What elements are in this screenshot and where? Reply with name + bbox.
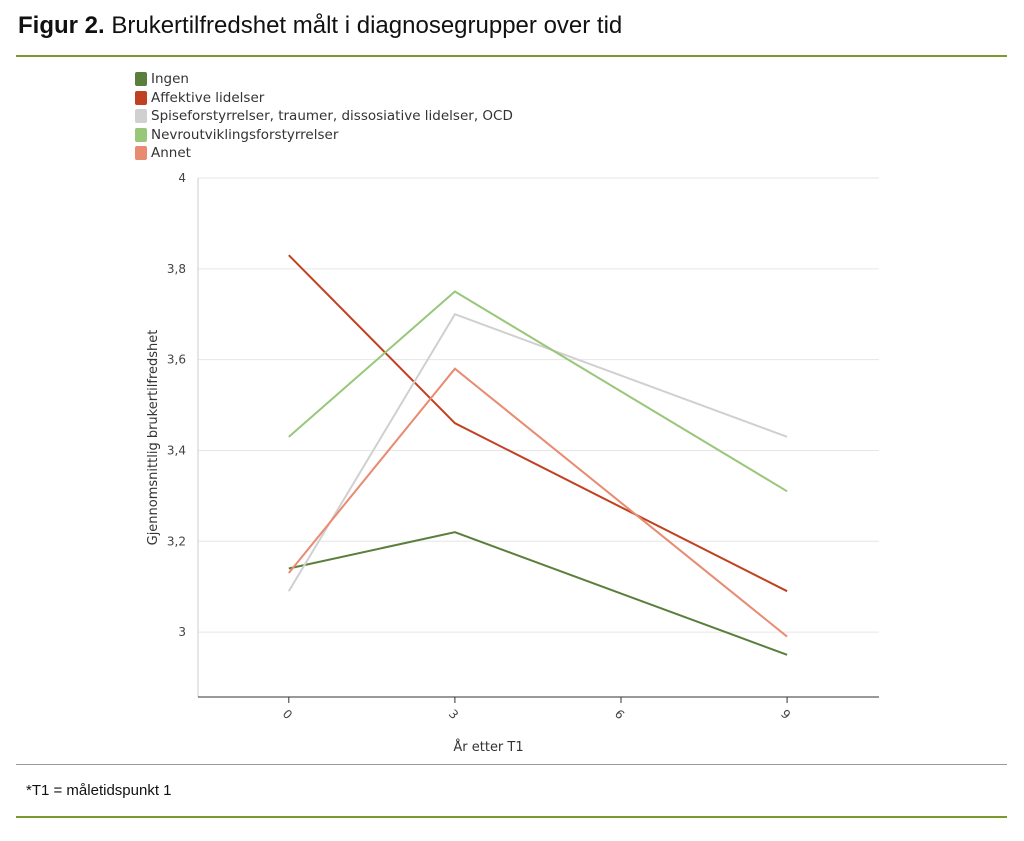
legend-swatch xyxy=(135,127,147,142)
figure-number: Figur 2. xyxy=(18,12,105,39)
x-tick-label: 0 xyxy=(280,707,295,722)
legend-item[interactable]: Nevroutviklingsforstyrrelser xyxy=(135,126,513,145)
y-tick-label: 3,4 xyxy=(167,443,186,457)
top-rule xyxy=(16,55,1007,57)
x-tick-label: 3 xyxy=(446,707,461,722)
y-axis-label: Gjennomsnittlig brukertilfredshet xyxy=(146,330,161,546)
series-line xyxy=(288,254,788,593)
legend-swatch xyxy=(135,109,147,124)
legend-label: Ingen xyxy=(151,71,189,87)
x-tick-label: 9 xyxy=(778,707,793,722)
legend-item[interactable]: Ingen xyxy=(135,70,513,89)
series-line xyxy=(287,312,788,592)
legend-swatch xyxy=(135,90,147,105)
legend-label: Annet xyxy=(151,145,191,161)
figure-title-text: Brukertilfredshet målt i diagnosegrupper… xyxy=(104,12,623,39)
legend-item[interactable]: Affektive lidelser xyxy=(135,89,513,108)
y-tick-label: 3,6 xyxy=(167,353,186,367)
legend-label: Nevroutviklingsforstyrrelser xyxy=(151,126,339,143)
y-tick-label: 3,2 xyxy=(167,534,186,548)
figure-title: Figur 2. Brukertilfredshet målt i diagno… xyxy=(18,12,622,40)
x-axis-label: År etter T1 xyxy=(453,739,523,755)
legend: Ingen Affektive lidelser Spiseforstyrrelse… xyxy=(135,70,513,163)
series-line xyxy=(288,290,788,493)
legend-label: Spiseforstyrrelser, traumer, dissosiativ… xyxy=(151,108,513,124)
legend-item[interactable]: Annet xyxy=(135,144,513,163)
legend-swatch xyxy=(135,72,147,87)
y-tick-label: 3 xyxy=(178,625,186,639)
series-line xyxy=(288,531,788,656)
legend-label: Affektive lidelser xyxy=(151,89,265,106)
y-tick-label: 3,8 xyxy=(167,262,186,276)
bottom-rule xyxy=(16,816,1007,818)
y-tick-label: 4 xyxy=(178,171,186,185)
x-tick-label: 6 xyxy=(612,707,627,722)
footnote: *T1 = måletidspunkt 1 xyxy=(26,782,172,799)
series-line xyxy=(288,367,788,638)
legend-item[interactable]: Spiseforstyrrelser, traumer, dissosiativ… xyxy=(135,107,513,126)
divider xyxy=(16,764,1007,765)
legend-swatch xyxy=(135,146,147,161)
